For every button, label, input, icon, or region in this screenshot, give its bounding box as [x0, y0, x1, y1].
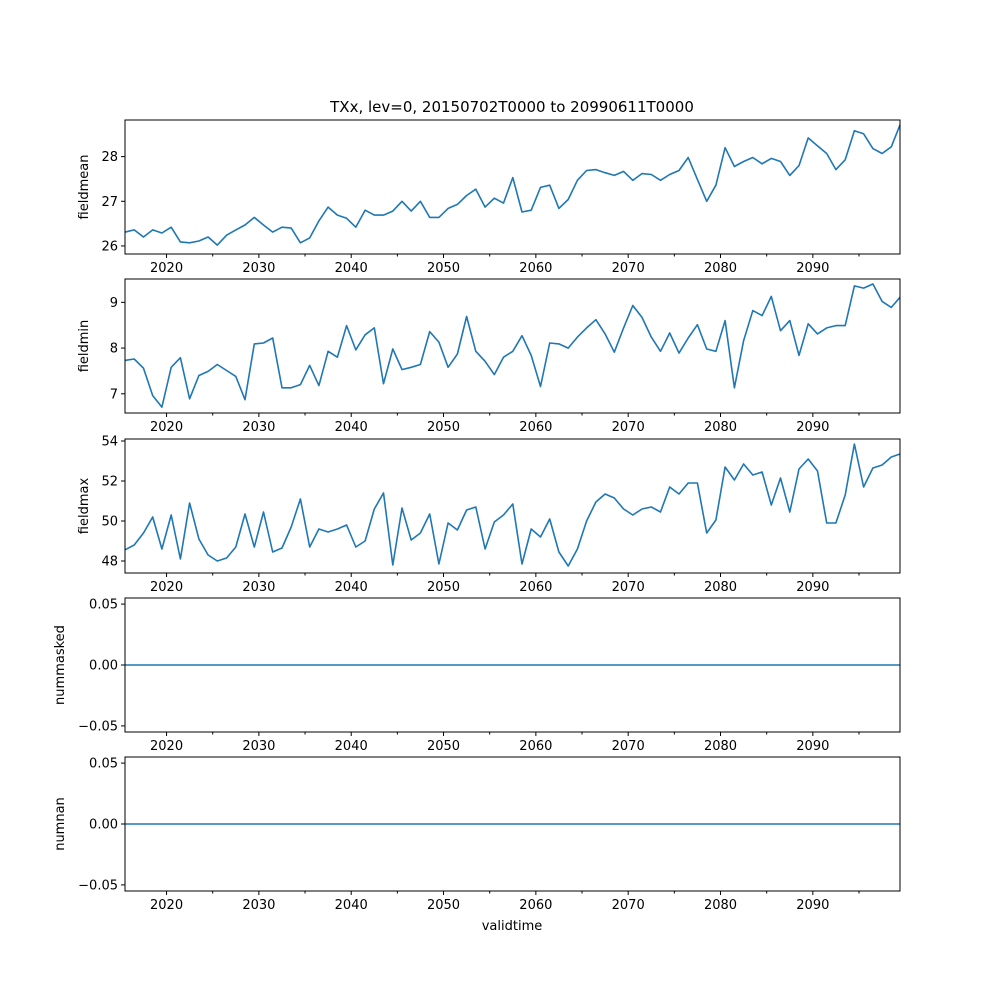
y-tick-label: 8: [110, 342, 118, 357]
x-tick-label: 2090: [796, 261, 829, 276]
y-tick-label: 48: [101, 555, 118, 570]
y-tick-label: −0.05: [78, 719, 118, 734]
y-tick-label: 9: [110, 296, 118, 311]
x-tick-label: 2060: [519, 739, 552, 754]
y-tick-label: 26: [101, 239, 118, 254]
series-line-fieldmax: [124, 443, 901, 567]
y-axis-label: fieldmax: [77, 478, 92, 535]
x-tick-label: 2040: [335, 739, 368, 754]
x-tick-label: 2040: [335, 261, 368, 276]
x-tick-label: 2060: [519, 261, 552, 276]
x-tick-label: 2040: [335, 898, 368, 913]
x-tick-label: 2060: [519, 420, 552, 435]
x-tick-label: 2050: [427, 261, 460, 276]
x-tick-label: 2060: [519, 898, 552, 913]
subplot-nummasked: −0.05 0.00 0.05 nummasked 2020 2030 2040 2050 20…: [53, 597, 901, 754]
x-tick-label: 2030: [242, 261, 275, 276]
series-line-fieldmean: [124, 124, 901, 246]
y-axis-label: nummasked: [53, 625, 68, 705]
series-line-fieldmin: [124, 283, 901, 408]
x-tick-label: 2020: [150, 898, 183, 913]
x-tick-label: 2070: [612, 261, 645, 276]
x-tick-label: 2070: [612, 580, 645, 595]
axes-frame: [124, 438, 901, 574]
x-tick-label: 2090: [796, 580, 829, 595]
x-tick-label: 2020: [150, 739, 183, 754]
x-tick-label: 2020: [150, 420, 183, 435]
x-tick-label: 2080: [704, 580, 737, 595]
y-tick-label: −0.05: [78, 878, 118, 893]
y-tick-label: 0.00: [89, 659, 118, 674]
x-tick-label: 2070: [612, 739, 645, 754]
y-tick-label: 0.05: [89, 598, 118, 613]
x-tick-label: 2030: [242, 898, 275, 913]
y-tick-label: 28: [101, 150, 118, 165]
x-tick-label: 2030: [242, 580, 275, 595]
y-tick-label: 54: [101, 435, 118, 450]
y-tick-label: 7: [110, 387, 118, 402]
y-axis-label: fieldmean: [77, 155, 92, 220]
y-axis-label: fieldmin: [77, 320, 92, 373]
axes-frame: [124, 278, 901, 414]
x-tick-label: 2070: [612, 420, 645, 435]
x-tick-label: 2020: [150, 580, 183, 595]
x-tick-label: 2090: [796, 898, 829, 913]
x-tick-label: 2050: [427, 420, 460, 435]
x-axis-label: validtime: [482, 919, 543, 934]
x-tick-label: 2080: [704, 261, 737, 276]
x-tick-label: 2080: [704, 898, 737, 913]
x-tick-label: 2040: [335, 420, 368, 435]
x-tick-label: 2020: [150, 261, 183, 276]
axes-frame: [124, 119, 901, 255]
x-tick-label: 2040: [335, 580, 368, 595]
subplot-fieldmax: 48 50 52 54 fieldmax 2020 2030 2040 2050 2060 2070…: [77, 435, 901, 595]
x-tick-label: 2080: [704, 739, 737, 754]
x-tick-label: 2050: [427, 739, 460, 754]
x-tick-label: 2030: [242, 739, 275, 754]
y-tick-label: 0.05: [89, 757, 118, 772]
y-axis-label: numnan: [53, 797, 68, 851]
subplot-numnan: −0.05 0.00 0.05 numnan 2020 2030 2040 2050 2060 2…: [53, 756, 901, 913]
x-tick-label: 2090: [796, 739, 829, 754]
x-tick-label: 2060: [519, 580, 552, 595]
x-tick-label: 2070: [612, 898, 645, 913]
x-tick-label: 2090: [796, 420, 829, 435]
x-tick-label: 2050: [427, 898, 460, 913]
subplot-fieldmin: 7 8 9 fieldmin 2020 2030 2040 2050 2060 2070 2080 2…: [77, 278, 901, 435]
subplot-fieldmean: 26 27 28 fieldmean 2020 2030 2040 2050 2060 2070 2…: [77, 119, 901, 276]
y-tick-label: 52: [101, 475, 118, 490]
x-tick-label: 2030: [242, 420, 275, 435]
x-tick-label: 2080: [704, 420, 737, 435]
y-tick-label: 50: [101, 515, 118, 530]
chart-title: TXx, lev=0, 20150702T0000 to 20990611T00…: [329, 98, 694, 116]
x-tick-label: 2050: [427, 580, 460, 595]
y-tick-label: 27: [101, 195, 118, 210]
y-tick-label: 0.00: [89, 818, 118, 833]
